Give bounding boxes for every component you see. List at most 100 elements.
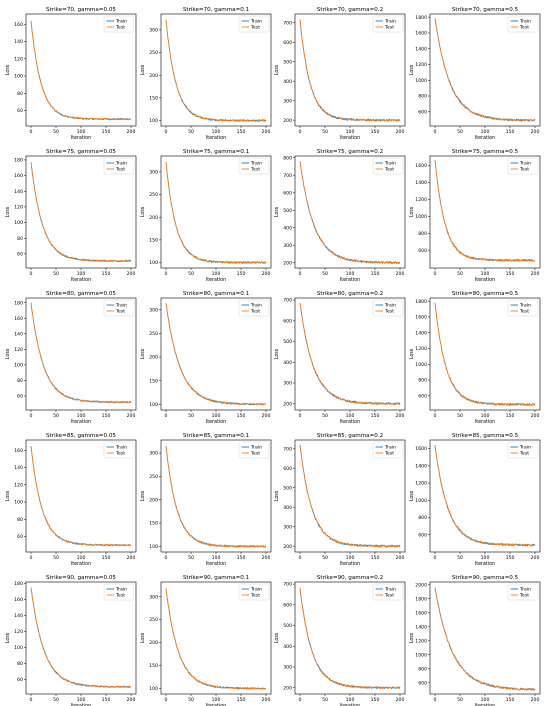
subplot-11: Strike=80, gamma=0.2 0 50 100 150 200 200 300 40… — [274, 291, 406, 425]
x-axis-label: Iteration — [71, 277, 91, 283]
legend-label-train: Train — [519, 19, 531, 25]
legend-label-train: Train — [250, 445, 262, 451]
x-tick-label: 100 — [212, 129, 221, 135]
y-tick-label: 1400 — [415, 330, 427, 336]
y-tick-label: 200 — [283, 685, 292, 691]
y-tick-label: 140 — [14, 331, 23, 337]
x-tick-label: 100 — [481, 413, 490, 419]
x-tick-label: 150 — [102, 413, 111, 419]
y-tick-label: 1800 — [415, 596, 427, 602]
subplot-15: Strike=85, gamma=0.2 0 50 100 150 200 200 300 40… — [274, 433, 406, 567]
legend-label-test: Test — [115, 167, 125, 173]
legend-label-train: Train — [384, 19, 396, 25]
legend-box — [372, 157, 404, 175]
x-tick-label: 200 — [531, 413, 540, 419]
y-tick-label: 300 — [283, 524, 292, 530]
y-tick-label: 700 — [283, 298, 292, 304]
x-tick-label: 50 — [188, 271, 194, 277]
x-tick-label: 50 — [53, 129, 59, 135]
x-tick-label: 50 — [457, 271, 463, 277]
legend-label-test: Test — [384, 451, 394, 457]
x-tick-label: 100 — [346, 271, 355, 277]
y-tick-label: 150 — [149, 521, 158, 527]
series-line-test — [165, 588, 267, 690]
x-tick-label: 150 — [237, 697, 246, 703]
x-tick-label: 150 — [237, 271, 246, 277]
x-tick-label: 150 — [371, 413, 380, 419]
x-tick-label: 0 — [165, 129, 168, 135]
subplot-title: Strike=70, gamma=0.2 — [317, 7, 383, 13]
x-axis-label: Iteration — [340, 703, 360, 706]
subplot-title: Strike=75, gamma=0.1 — [183, 149, 250, 155]
y-tick-label: 600 — [283, 40, 292, 46]
x-tick-label: 0 — [30, 555, 33, 561]
x-tick-label: 200 — [262, 555, 271, 561]
series-line-test — [30, 302, 132, 404]
y-tick-label: 180 — [14, 158, 23, 164]
legend-box — [103, 157, 135, 175]
legend-label-test: Test — [384, 25, 394, 31]
y-tick-label: 100 — [14, 362, 23, 368]
x-axis-label: Iteration — [71, 419, 91, 425]
subplot-title: Strike=80, gamma=0.5 — [452, 291, 519, 297]
subplot-13: Strike=85, gamma=0.05 0 50 100 150 200 60 80 100… — [5, 433, 137, 567]
x-tick-label: 150 — [102, 271, 111, 277]
x-axis-label: Iteration — [206, 135, 226, 141]
subplot-20: Strike=90, gamma=0.5 0 50 100 150 200 600 800 10… — [409, 575, 541, 706]
y-tick-label: 2000 — [415, 582, 427, 588]
x-tick-label: 100 — [212, 697, 221, 703]
x-tick-label: 50 — [457, 129, 463, 135]
legend-label-train: Train — [115, 303, 127, 309]
y-tick-label: 500 — [283, 485, 292, 491]
series-line-train — [30, 587, 132, 688]
y-tick-label: 1400 — [415, 46, 427, 52]
subplot-5: Strike=75, gamma=0.05 0 50 100 150 200 60 80 100… — [5, 149, 137, 283]
series-line-test — [165, 446, 267, 548]
y-axis-label: Loss — [274, 206, 280, 217]
x-tick-label: 100 — [481, 271, 490, 277]
y-tick-label: 100 — [14, 645, 23, 651]
y-tick-label: 120 — [14, 347, 23, 353]
legend-box — [507, 441, 539, 459]
x-tick-label: 0 — [299, 129, 302, 135]
series-line-test — [165, 161, 267, 264]
series-line-test — [165, 303, 267, 406]
x-axis-label: Iteration — [71, 703, 91, 706]
y-tick-label: 1200 — [415, 638, 427, 644]
x-tick-label: 200 — [127, 271, 136, 277]
series-line-train — [299, 302, 401, 406]
series-line-train — [30, 445, 132, 547]
legend-label-train: Train — [115, 19, 127, 25]
y-tick-label: 120 — [14, 482, 23, 488]
x-tick-label: 100 — [77, 697, 86, 703]
x-tick-label: 50 — [53, 697, 59, 703]
x-tick-label: 0 — [299, 555, 302, 561]
x-tick-label: 150 — [102, 555, 111, 561]
legend-label-train: Train — [250, 587, 262, 593]
y-tick-label: 1000 — [415, 214, 427, 220]
series-line-train — [299, 444, 401, 548]
y-tick-label: 180 — [14, 581, 23, 587]
y-tick-label: 400 — [283, 79, 292, 85]
x-tick-label: 50 — [322, 697, 328, 703]
y-tick-label: 160 — [14, 173, 23, 179]
x-tick-label: 50 — [188, 555, 194, 561]
series-line-test — [434, 445, 536, 547]
x-tick-label: 50 — [322, 555, 328, 561]
y-axis-label: Loss — [5, 64, 11, 75]
x-tick-label: 100 — [77, 271, 86, 277]
y-tick-label: 100 — [149, 260, 158, 266]
subplot-17: Strike=90, gamma=0.05 0 50 100 150 200 60 80 100… — [5, 575, 137, 706]
y-tick-label: 100 — [14, 500, 23, 506]
x-tick-label: 150 — [237, 129, 246, 135]
series-line-test — [165, 19, 267, 122]
y-tick-label: 1400 — [415, 463, 427, 469]
subplot-6: Strike=75, gamma=0.1 0 50 100 150 200 100 150 20… — [140, 149, 272, 283]
y-tick-label: 600 — [283, 190, 292, 196]
legend-label-train: Train — [519, 445, 531, 451]
legend-label-train: Train — [250, 161, 262, 167]
legend-label-test: Test — [384, 167, 394, 173]
